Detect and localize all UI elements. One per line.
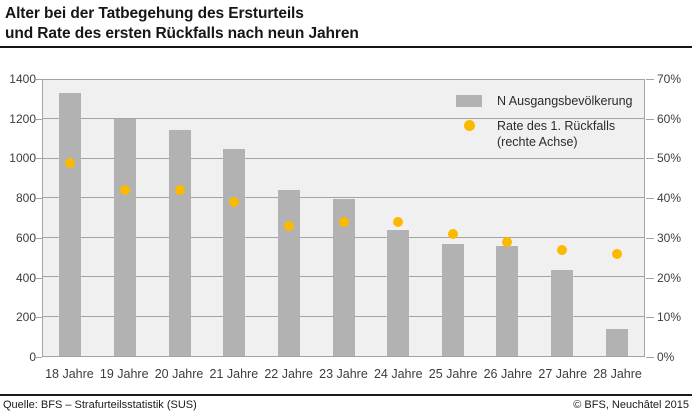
y-axis-tick-label: 200 <box>15 310 36 325</box>
bar <box>441 243 464 356</box>
chart-title-line-1: Alter bei der Tatbegehung des Ersturteil… <box>5 5 304 22</box>
axis-tick <box>35 158 42 160</box>
right-ticks <box>646 79 654 358</box>
axis-tick <box>35 277 42 279</box>
legend-item-rate: Rate des 1. Rückfalls (rechte Achse) <box>443 118 644 150</box>
axis-tick <box>646 357 654 358</box>
x-axis-tick-label: 28 Jahre <box>593 367 642 381</box>
title-divider <box>0 46 692 48</box>
axis-tick <box>35 317 42 319</box>
axis-tick <box>35 357 42 358</box>
bar <box>387 229 410 356</box>
footer: Quelle: BFS – Strafurteilsstatistik (SUS… <box>0 399 692 411</box>
left-ticks <box>35 79 42 358</box>
y-axis-tick-label: 70% <box>657 72 682 86</box>
x-axis-tick-label: 19 Jahre <box>99 367 149 381</box>
y-axis-tick-label: 0 <box>29 350 36 364</box>
rate-dot <box>557 244 568 255</box>
chart-title-line-2: und Rate des ersten Rückfalls nach neun … <box>5 24 359 42</box>
x-axis-tick-label: 18 Jahre <box>45 367 94 381</box>
bar <box>168 130 191 356</box>
x-axis-tick-label: 20 Jahre <box>154 367 204 381</box>
legend-dot-label-line-1: Rate des 1. Rückfalls <box>497 119 616 133</box>
y-axis-tick-label: 10% <box>657 310 682 325</box>
y-axis-tick-label: 1000 <box>9 151 36 166</box>
bar <box>551 270 574 356</box>
bar <box>332 199 355 356</box>
rate-dot <box>611 248 622 259</box>
axis-tick <box>35 198 42 200</box>
gridline <box>43 197 644 199</box>
bar <box>277 190 300 356</box>
x-axis-tick-label: 23 Jahre <box>319 367 368 381</box>
bar <box>496 245 519 356</box>
legend-key <box>456 93 482 107</box>
rate-dot <box>229 197 240 208</box>
x-axis-tick-label: 27 Jahre <box>538 367 588 381</box>
gridline <box>43 157 644 159</box>
rate-dot <box>502 236 513 247</box>
x-axis-tick-label: 24 Jahre <box>373 367 423 381</box>
y-axis-tick-label: 1200 <box>9 111 36 126</box>
copyright-note: © BFS, Neuchâtel 2015 <box>573 399 689 411</box>
x-axis-tick-label: 26 Jahre <box>483 367 533 381</box>
axis-tick <box>646 237 654 239</box>
bar <box>605 329 628 356</box>
footer-divider <box>0 394 692 396</box>
axis-tick <box>646 317 654 319</box>
bar <box>223 149 246 356</box>
dot-swatch-icon <box>463 120 475 131</box>
x-axis-tick-label: 21 Jahre <box>209 367 259 381</box>
y-axis-tick-label: 400 <box>15 270 36 285</box>
rate-dot <box>393 216 404 227</box>
rate-dot <box>447 228 458 239</box>
rate-dot <box>338 216 349 227</box>
y-axis-tick-label: 0% <box>657 350 675 364</box>
bar <box>59 92 82 356</box>
y-axis-tick-label: 40% <box>657 191 682 206</box>
legend-dot-label: Rate des 1. Rückfalls (rechte Achse) <box>497 118 615 150</box>
y-axis-tick-label: 800 <box>15 191 36 206</box>
x-axis-labels: 18 Jahre 19 Jahre 20 Jahre 21 Jahre 22 Jahre… <box>42 367 645 382</box>
y-axis-tick-label: 60% <box>657 111 682 126</box>
axis-tick <box>35 237 42 239</box>
axis-tick <box>35 118 42 120</box>
rate-dot <box>65 157 76 168</box>
y-axis-right-labels: 0% 10% 20% 30% 40% 50% 60% 70% <box>657 72 692 364</box>
axis-tick <box>646 79 654 80</box>
legend: N Ausgangsbevölkerung Rate des 1. Rückfa… <box>443 93 644 159</box>
plot-area: N Ausgangsbevölkerung Rate des 1. Rückfa… <box>42 79 645 357</box>
rate-dot <box>283 220 294 231</box>
gridline <box>43 118 644 120</box>
bar <box>113 119 136 356</box>
source-note: Quelle: BFS – Strafurteilsstatistik (SUS… <box>3 399 197 411</box>
axis-tick <box>646 277 654 279</box>
chart-title: Alter bei der Tatbegehung des Ersturteil… <box>5 4 359 43</box>
bar-swatch-icon <box>456 95 482 107</box>
y-axis-tick-label: 1400 <box>9 72 36 86</box>
y-axis-left-labels: 0 200 400 600 800 1000 1200 1400 <box>0 72 36 364</box>
legend-dot-label-line-2: (rechte Achse) <box>497 135 578 149</box>
y-axis-tick-label: 20% <box>657 270 682 285</box>
legend-bar-label: N Ausgangsbevölkerung <box>497 94 633 108</box>
axis-tick <box>646 198 654 200</box>
legend-key <box>456 118 482 131</box>
legend-item-population: N Ausgangsbevölkerung <box>443 93 644 109</box>
x-axis-tick-label: 25 Jahre <box>428 367 478 381</box>
axis-tick <box>646 118 654 120</box>
y-axis-tick-label: 50% <box>657 151 682 166</box>
axis-tick <box>35 79 42 80</box>
rate-dot <box>174 185 185 196</box>
y-axis-tick-label: 30% <box>657 230 682 245</box>
y-axis-tick-label: 600 <box>15 230 36 245</box>
rate-dot <box>119 185 130 196</box>
x-axis-tick-label: 22 Jahre <box>264 367 313 381</box>
axis-tick <box>646 158 654 160</box>
